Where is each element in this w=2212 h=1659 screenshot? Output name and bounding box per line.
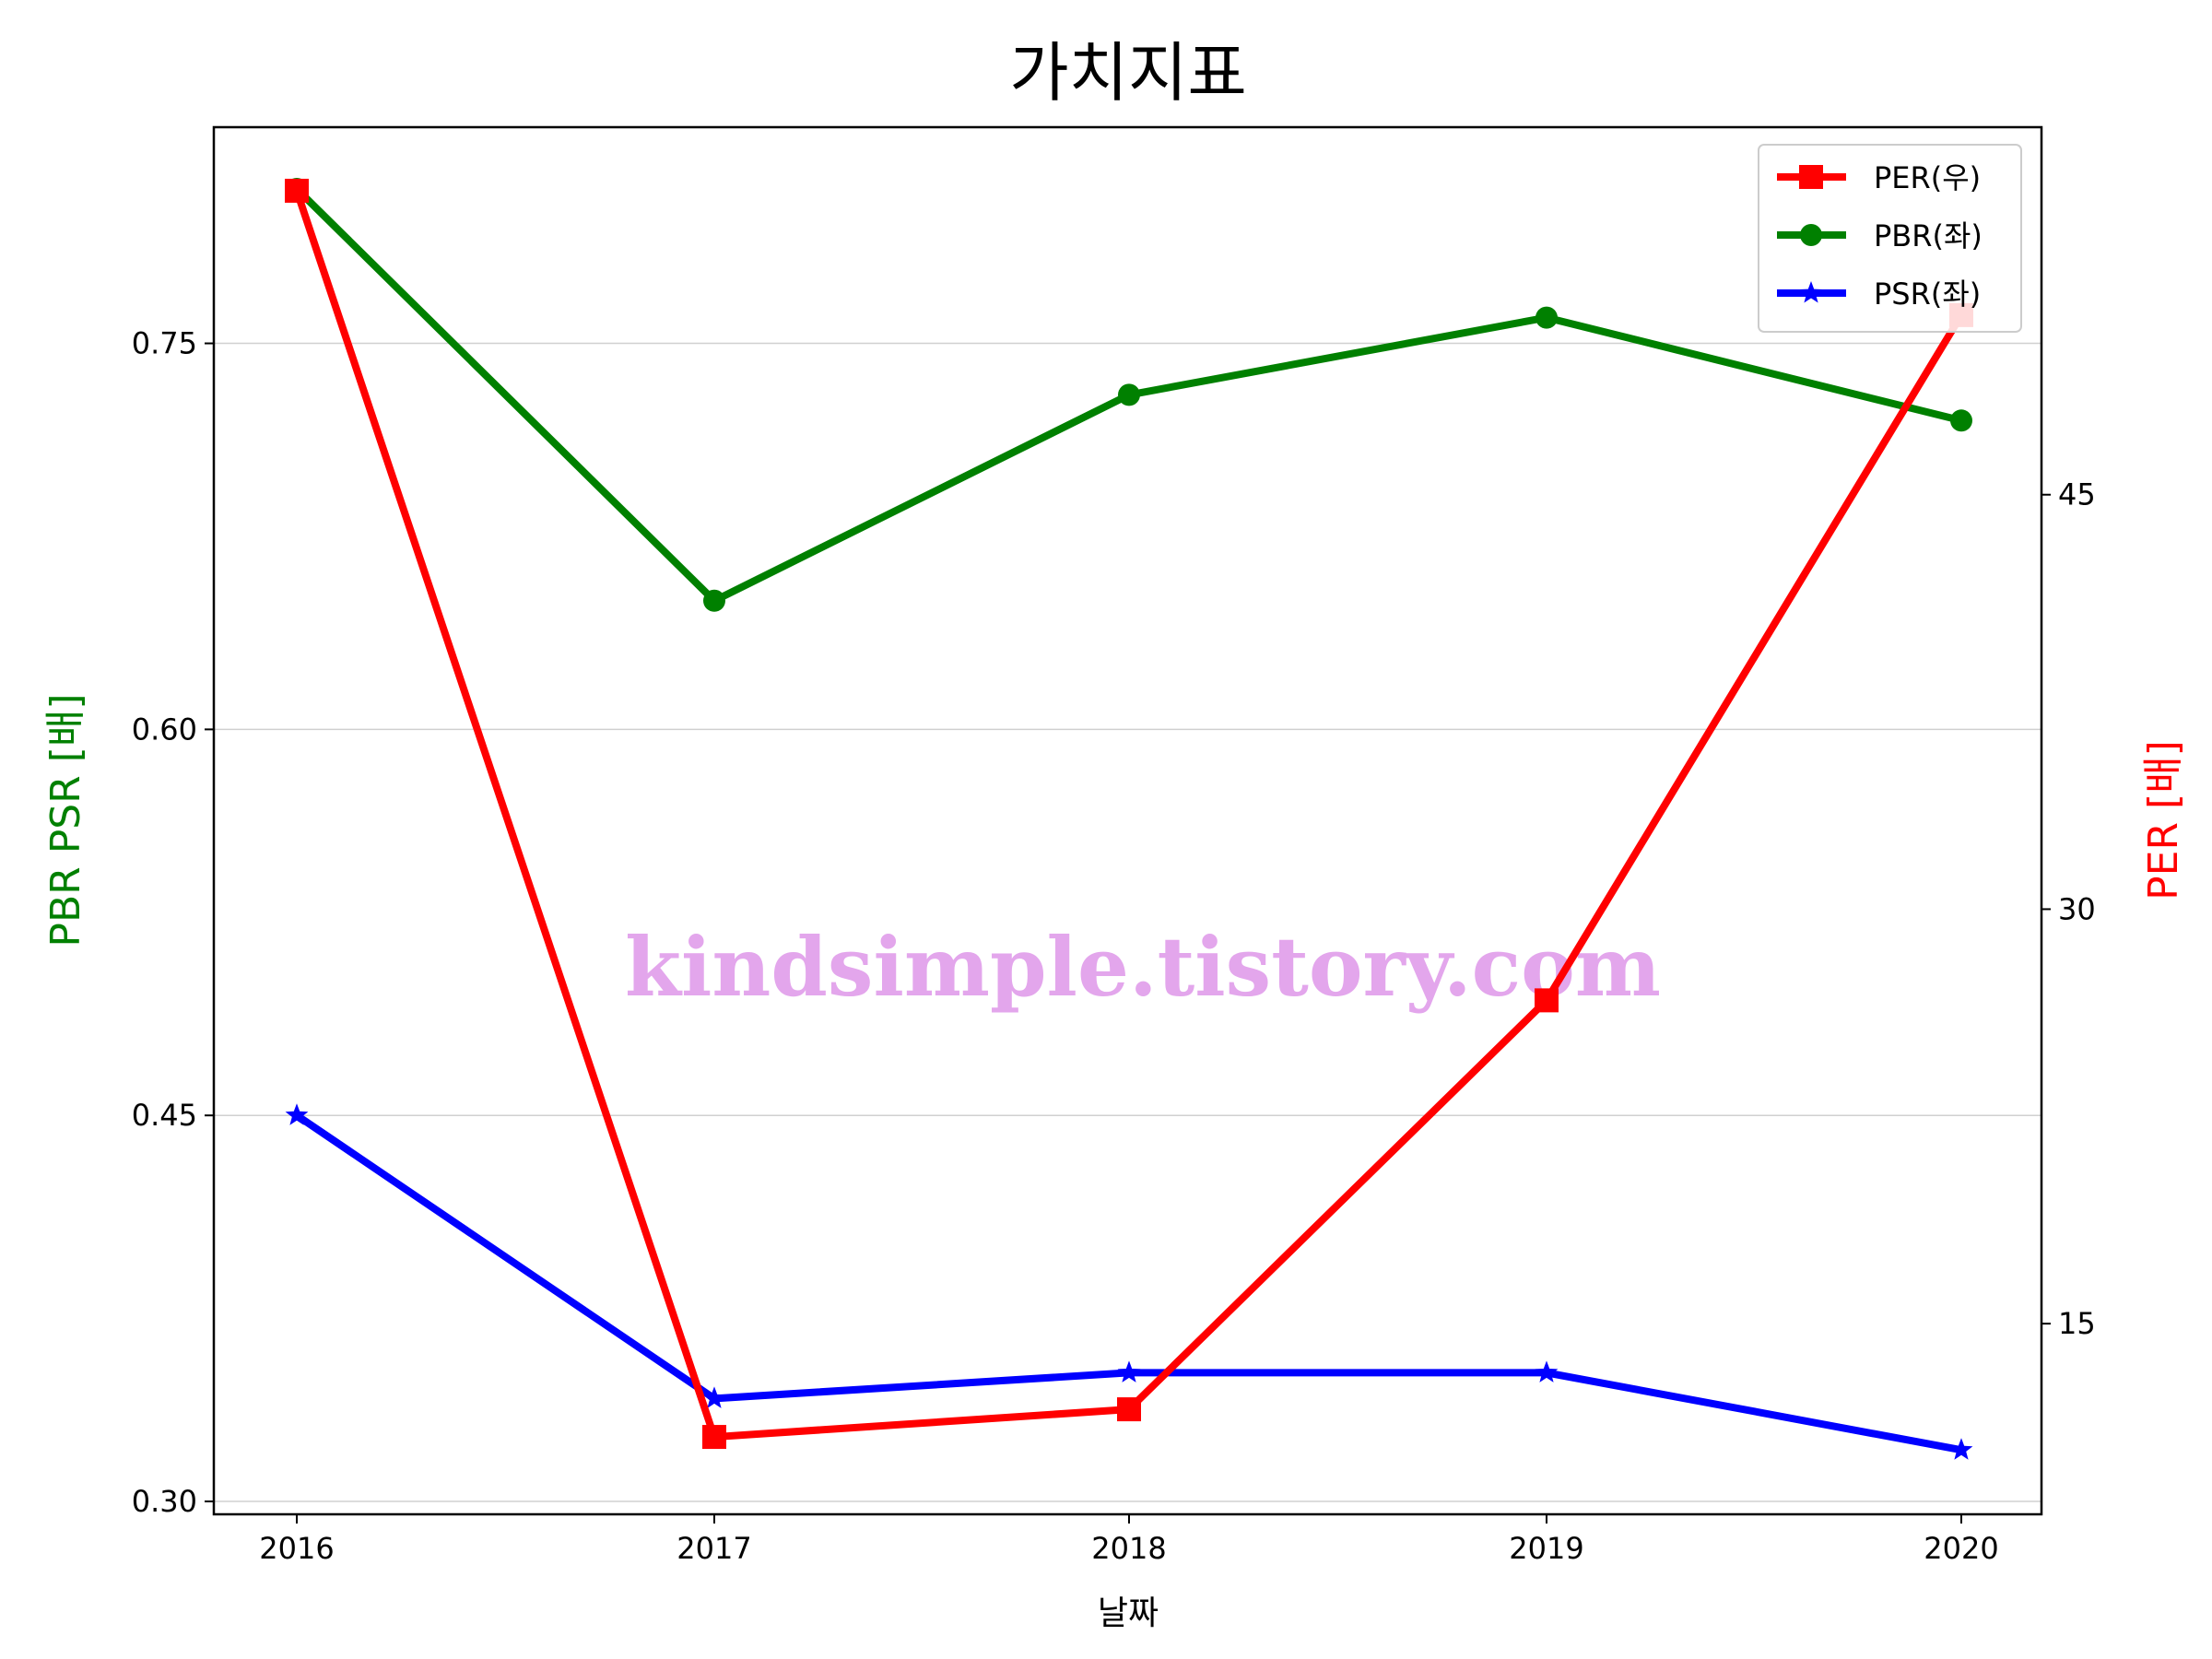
per-point xyxy=(702,1425,726,1450)
legend: PER(우) PBR(좌) PSR(좌) xyxy=(1758,144,2022,333)
psr-point xyxy=(285,1103,309,1125)
plot-frame xyxy=(212,125,2043,1516)
per-point xyxy=(1535,988,1559,1013)
pbr-point xyxy=(1535,306,1558,329)
left-y-tick-label: 0.45 xyxy=(132,1098,197,1133)
x-axis-label: 날짜 xyxy=(1098,1594,1159,1632)
left-y-axis-label: PBR PSR [배] xyxy=(42,693,89,947)
psr-point xyxy=(702,1386,726,1408)
legend-label-psr: PSR(좌) xyxy=(1874,276,1981,312)
x-tick-label: 2020 xyxy=(1924,1531,1998,1566)
pbr-point xyxy=(1118,383,1140,406)
left-y-tick-label: 0.75 xyxy=(132,326,197,361)
psr-point xyxy=(1535,1360,1559,1382)
right-y-tick-label: 15 xyxy=(2058,1306,2096,1341)
grid xyxy=(214,342,2041,1502)
legend-marker-pbr xyxy=(1800,224,1822,246)
psr-point xyxy=(1117,1360,1141,1382)
left-y-tick-label: 0.30 xyxy=(132,1484,197,1519)
right-y-tick-label: 30 xyxy=(2058,891,2096,926)
series-layer xyxy=(285,178,1973,1460)
x-tick-label: 2016 xyxy=(259,1531,334,1566)
watermark-text: kindsimple.tistory.com xyxy=(625,919,1661,1015)
chart-title: 가치지표 xyxy=(1009,35,1247,111)
per-point xyxy=(1117,1397,1141,1422)
legend-label-per: PER(우) xyxy=(1874,160,1981,195)
axes: 0.30 0.45 0.60 0.75 15 30 45 2016 2017 2018 2019 20… xyxy=(132,326,2096,1566)
per-point xyxy=(285,178,309,203)
x-tick-label: 2019 xyxy=(1509,1531,1583,1566)
right-y-axis-label: PER [배] xyxy=(2140,740,2187,900)
legend-marker-psr xyxy=(1799,281,1823,303)
right-y-tick-label: 45 xyxy=(2058,477,2096,512)
left-y-tick-label: 0.60 xyxy=(132,712,197,747)
legend-marker-per xyxy=(1799,165,1823,189)
x-tick-label: 2018 xyxy=(1091,1531,1166,1566)
legend-box xyxy=(1758,144,2022,333)
x-tick-label: 2017 xyxy=(677,1531,751,1566)
pbr-point xyxy=(1950,409,1972,432)
pbr-point xyxy=(703,589,725,612)
psr-point xyxy=(1949,1438,1973,1460)
legend-label-pbr: PBR(좌) xyxy=(1874,218,1983,253)
